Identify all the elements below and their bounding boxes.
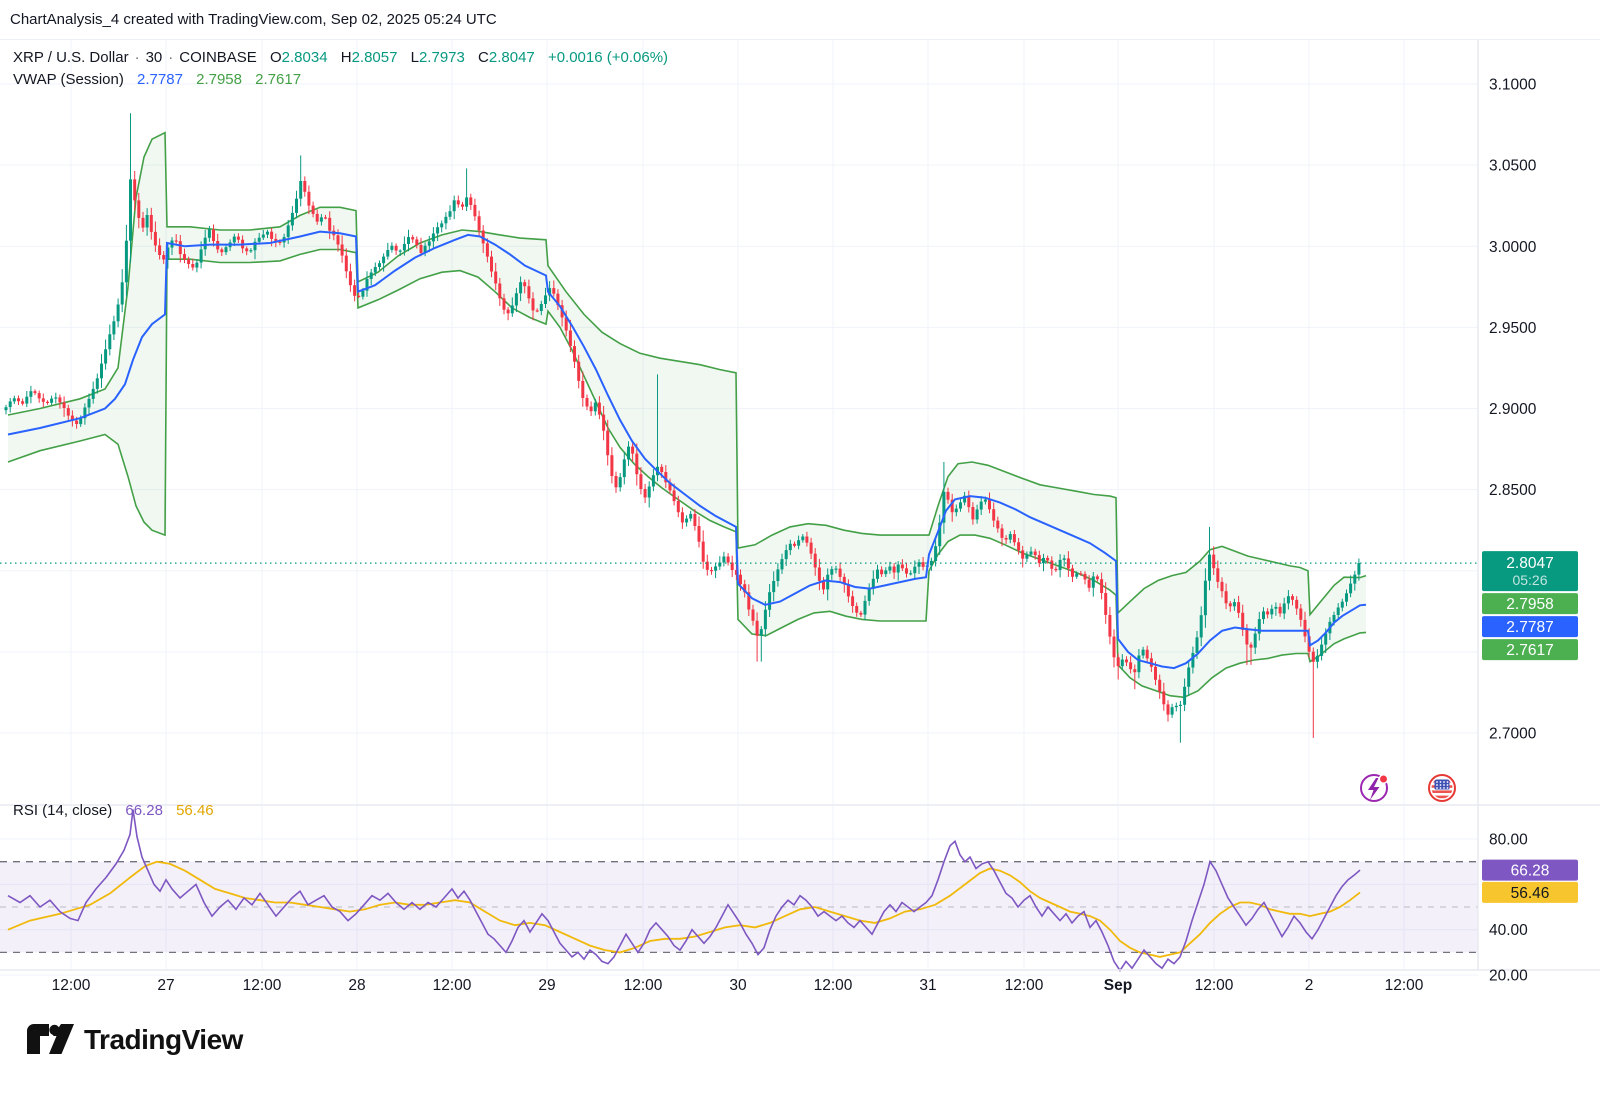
rsi-ma-value: 56.46 (176, 802, 214, 819)
vwap-line[interactable] (7, 230, 1367, 670)
rsi-axis[interactable]: 80.00 40.00 20.00 (1489, 832, 1528, 985)
price-level-badge: 2.7787 (1482, 616, 1578, 638)
rsi-value-badge: 56.46 (1482, 881, 1578, 903)
close-label: C (478, 49, 489, 66)
time-axis[interactable]: 12:00 27 12:00 28 12:00 29 12:00 30 12:00 31 12:00… (52, 977, 1424, 994)
price-axis-label: 3.1000 (1489, 77, 1537, 94)
vwap-upper-value: 2.7958 (196, 71, 242, 88)
vwap-lower-value: 2.7617 (255, 71, 302, 88)
symbol-legend-row[interactable]: XRP / U.S. Dollar · 30 · COINBASE O2.8034 H2… (13, 47, 668, 69)
svg-text:2.7617: 2.7617 (1506, 642, 1553, 659)
tradingview-logo-text: TradingView (84, 1024, 243, 1055)
legend-separator: · (168, 49, 174, 66)
close-value: 2.8047 (488, 49, 535, 66)
change-value: +0.0016 (+0.06%) (547, 49, 669, 66)
rsi-axis-label: 40.00 (1489, 922, 1528, 939)
open-value: 2.8034 (281, 49, 328, 66)
time-axis-label: 12:00 (52, 977, 91, 994)
pane-separators[interactable] (0, 40, 1600, 971)
price-axis-label: 2.7000 (1489, 726, 1537, 743)
time-axis-label: 27 (157, 977, 174, 994)
time-axis-label: 12:00 (433, 977, 472, 994)
svg-text:56.46: 56.46 (1511, 885, 1550, 902)
tradingview-logo-icon (27, 1024, 74, 1054)
symbol-interval[interactable]: 30 (145, 49, 163, 66)
legend-separator: · (134, 49, 140, 66)
us-economic-events-icon[interactable] (1428, 774, 1456, 802)
price-level-badge: 2.7958 (1482, 593, 1578, 615)
rsi-axis-label: 80.00 (1489, 832, 1528, 849)
vwap-lower-band[interactable] (7, 248, 1367, 699)
rsi-axis-label: 20.00 (1489, 968, 1528, 985)
time-axis-label: Sep (1104, 977, 1132, 994)
rsi-value: 66.28 (125, 802, 163, 819)
open-label: O (269, 49, 282, 66)
svg-text:2.8047: 2.8047 (1506, 555, 1553, 572)
time-axis-label: 12:00 (1195, 977, 1234, 994)
symbol-exchange[interactable]: COINBASE (179, 49, 257, 66)
time-axis-label: 12:00 (1005, 977, 1044, 994)
svg-text:66.28: 66.28 (1511, 863, 1550, 880)
candlestick-series[interactable] (4, 113, 1361, 743)
high-label: H (340, 49, 352, 66)
rsi-line[interactable] (7, 809, 1361, 972)
low-value: 2.7973 (418, 49, 465, 66)
price-axis-label: 2.9000 (1489, 401, 1537, 418)
flash-events-icon[interactable] (1360, 774, 1389, 802)
price-axis-label: 2.9500 (1489, 320, 1537, 337)
price-level-badge: 2.7617 (1482, 639, 1578, 661)
rsi-ma-line[interactable] (7, 860, 1361, 958)
bar-countdown: 05:26 (1512, 572, 1547, 588)
vwap-legend-row[interactable]: VWAP (Session) 2.7787 2.7958 2.7617 (13, 69, 668, 91)
time-axis-label: 12:00 (624, 977, 663, 994)
price-axis-label: 3.0000 (1489, 239, 1537, 256)
low-label: L (410, 49, 419, 66)
time-axis-label: 30 (729, 977, 747, 994)
vwap-label[interactable]: VWAP (Session) (13, 71, 124, 88)
time-axis-label: 28 (348, 977, 365, 994)
vwap-band-fill (8, 132, 1366, 698)
time-axis-label: 12:00 (1385, 977, 1424, 994)
watermark-header: ChartAnalysis_4 created with TradingView… (0, 0, 1600, 40)
vwap-upper-band[interactable] (7, 131, 1367, 617)
grid (0, 40, 1478, 976)
rsi-value-badge: 66.28 (1482, 859, 1578, 881)
svg-text:2.7958: 2.7958 (1506, 596, 1553, 613)
time-axis-label: 12:00 (814, 977, 853, 994)
rsi-pane-legend[interactable]: RSI (14, close) 66.28 56.46 (13, 802, 214, 819)
symbol-name[interactable]: XRP / U.S. Dollar (13, 49, 129, 66)
tradingview-logo[interactable]: TradingView (26, 1022, 243, 1058)
time-axis-label: 2 (1305, 977, 1314, 994)
price-axis-label: 2.8500 (1489, 482, 1537, 499)
main-pane-legend: XRP / U.S. Dollar · 30 · COINBASE O2.8034 H2… (13, 47, 668, 91)
price-axis[interactable]: 3.1000 3.0500 3.0000 2.9500 2.9000 2.8500 2.70… (1489, 77, 1537, 743)
time-axis-label: 29 (538, 977, 555, 994)
time-axis-label: 31 (919, 977, 936, 994)
high-value: 2.8057 (351, 49, 398, 66)
watermark-title: ChartAnalysis_4 created with TradingView… (10, 11, 497, 28)
vwap-value: 2.7787 (137, 71, 183, 88)
svg-text:2.7787: 2.7787 (1506, 619, 1553, 636)
rsi-label[interactable]: RSI (14, close) (13, 802, 113, 819)
price-axis-label: 3.0500 (1489, 158, 1537, 175)
time-axis-label: 12:00 (243, 977, 282, 994)
